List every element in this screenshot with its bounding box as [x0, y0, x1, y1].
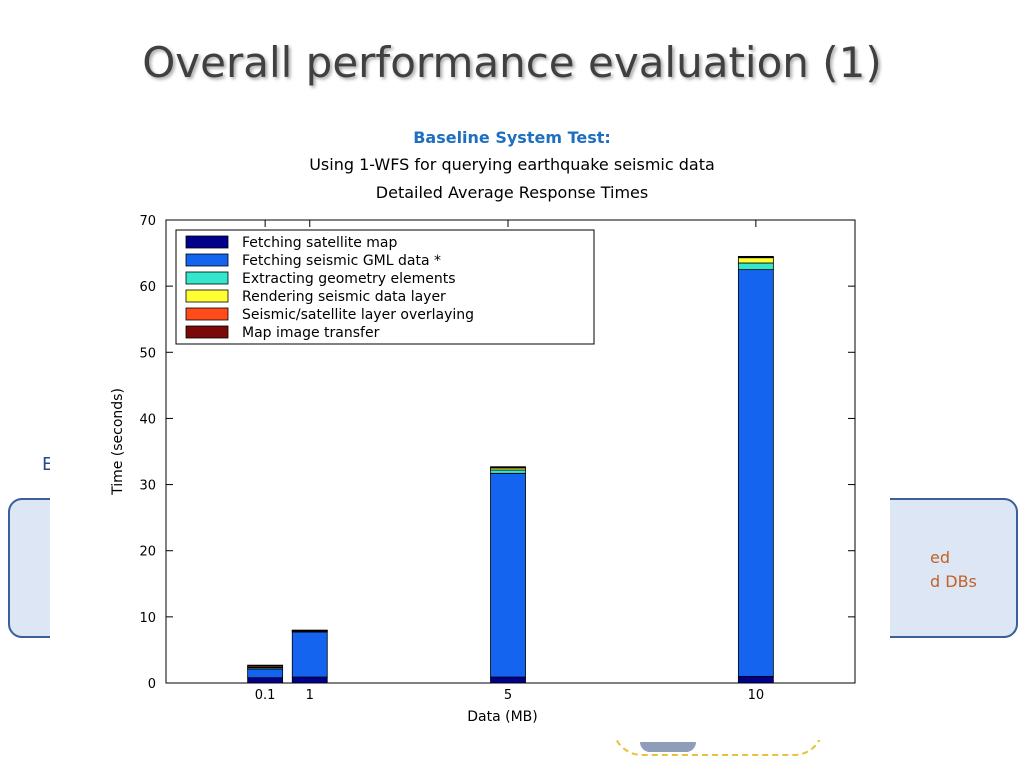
legend-label: Extracting geometry elements	[242, 271, 456, 287]
slide-title: Overall performance evaluation (1)	[142, 38, 882, 87]
background-callout-text-right: ed d DBs	[930, 546, 977, 594]
y-tick-label: 20	[139, 545, 156, 560]
x-tick-label: 0.1	[255, 688, 276, 703]
background-shape-fragment	[640, 742, 696, 752]
bar-segment	[291, 631, 328, 678]
chart-subtitle-heading: Baseline System Test:	[413, 128, 611, 147]
legend-label: Map image transfer	[242, 325, 380, 341]
chart-panel: 0 10 20 30 40 50 60 70 0.1 1 5 10 Data (MB) Time (sec…	[50, 213, 890, 740]
x-axis-label: Data (MB)	[467, 709, 538, 725]
legend-swatch	[185, 271, 229, 285]
bar-segment	[291, 676, 328, 684]
legend-label: Rendering seismic data layer	[242, 289, 446, 305]
bar-segment	[490, 469, 526, 474]
x-tick-label: 10	[748, 688, 765, 703]
y-tick-label: 0	[148, 677, 156, 692]
legend-swatch	[185, 307, 229, 321]
bar-segment	[737, 675, 774, 684]
background-callout-box-right	[870, 498, 1018, 638]
bar-segment	[247, 668, 284, 679]
y-axis-label: Time (seconds)	[110, 388, 126, 496]
background-text-fragment-left: E	[42, 454, 54, 475]
chart-subtitle-description: Using 1-WFS for querying earthquake seis…	[309, 155, 715, 174]
legend-label: Fetching satellite map	[242, 235, 397, 251]
bar-segment	[490, 466, 526, 468]
legend-swatch	[185, 289, 229, 303]
bar-segment	[490, 676, 526, 684]
legend-swatch	[185, 253, 229, 267]
y-tick-label: 40	[139, 412, 156, 427]
x-tick-label: 5	[504, 688, 512, 703]
bar-segment	[291, 629, 328, 632]
background-callout-text-right-line1: ed	[930, 548, 950, 567]
bar-segment	[490, 472, 526, 678]
bar-segment	[247, 677, 284, 684]
stacked-bar-chart: 0 10 20 30 40 50 60 70 0.1 1 5 10 Data (MB) Time (sec…	[110, 214, 856, 725]
legend-label: Seismic/satellite layer overlaying	[242, 307, 474, 323]
legend-swatch	[185, 235, 229, 249]
bar-segment	[737, 269, 774, 677]
y-tick-label: 60	[139, 280, 156, 295]
bar-segment	[737, 262, 774, 271]
background-callout-text-right-line2: d DBs	[930, 572, 977, 591]
y-tick-label: 70	[139, 214, 156, 229]
x-tick-label: 1	[306, 688, 314, 703]
y-tick-label: 30	[139, 479, 156, 494]
bar-segment	[737, 257, 774, 264]
legend-label: Fetching seismic GML data *	[242, 253, 441, 269]
bar-segment	[247, 664, 284, 667]
legend-swatch	[185, 325, 229, 339]
chart-subtitle-metric: Detailed Average Response Times	[375, 183, 649, 202]
bar-segment	[737, 255, 774, 258]
legend-box	[175, 229, 595, 345]
y-tick-label: 50	[139, 346, 156, 361]
y-tick-label: 10	[139, 611, 156, 626]
